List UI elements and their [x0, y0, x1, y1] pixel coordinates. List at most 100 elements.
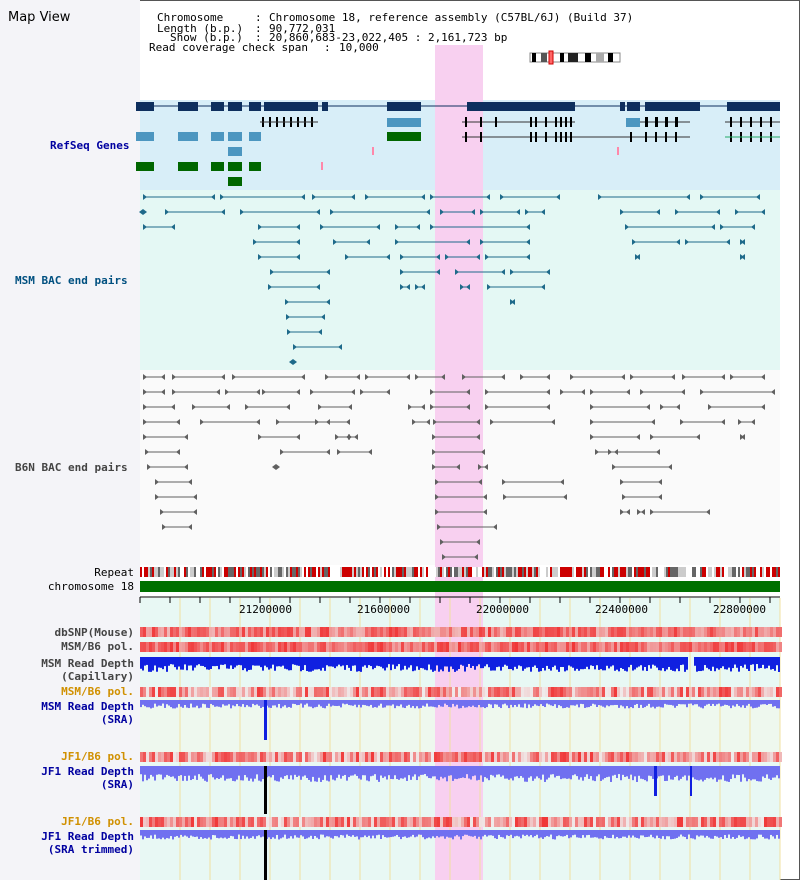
heat-strip-cell [347, 752, 350, 762]
heat-strip-cell [518, 752, 521, 762]
heat-strip-cell [758, 752, 761, 762]
repeat-mark [394, 567, 396, 577]
exon-mark [535, 132, 537, 142]
depth-bar [318, 766, 320, 778]
bac-end-marker [143, 404, 147, 410]
bac-end-marker [165, 209, 169, 215]
depth-bar [516, 700, 518, 707]
repeat-mark [334, 567, 336, 577]
repeat-mark [312, 567, 314, 577]
repeat-mark [344, 567, 346, 577]
heat-strip-cell [203, 817, 206, 827]
repeat-mark [166, 567, 168, 577]
jf1-trimmed-label[interactable]: JF1 Read Depth [41, 830, 134, 843]
heat-strip-cell [485, 642, 488, 652]
heat-strip-cell [779, 642, 782, 652]
repeat-mark [746, 567, 748, 577]
bac-end-marker [408, 404, 412, 410]
dbsnp-track-label[interactable]: dbSNP(Mouse) [54, 626, 134, 639]
repeat-mark [492, 567, 494, 577]
depth-bar [220, 657, 222, 665]
repeat-mark [156, 567, 158, 577]
depth-bar [744, 657, 746, 665]
heat-strip-cell [719, 642, 722, 652]
heat-strip-cell [491, 817, 494, 827]
heat-strip-cell [191, 687, 194, 697]
heat-strip-cell [470, 817, 473, 827]
depth-bar [288, 830, 290, 839]
depth-bar [420, 657, 422, 668]
heat-strip-cell [689, 627, 692, 637]
depth-bar [158, 700, 160, 706]
msm-depth-sra-label[interactable]: MSM Read Depth [41, 700, 134, 713]
depth-bar [742, 830, 744, 837]
depth-bar [504, 766, 506, 779]
repeat-mark [230, 567, 232, 577]
depth-bar [768, 657, 770, 666]
depth-bar [400, 657, 402, 671]
heat-strip-cell [194, 627, 197, 637]
heat-strip-cell [173, 752, 176, 762]
depth-bar [496, 830, 498, 839]
heat-strip-cell [623, 687, 626, 697]
heat-strip-cell [197, 817, 200, 827]
depth-bar [534, 830, 536, 837]
depth-bar [494, 830, 496, 839]
depth-bar [720, 766, 722, 780]
heat-strip-cell [248, 642, 251, 652]
depth-bar [226, 700, 228, 706]
depth-bar [748, 830, 750, 838]
repeat-mark [450, 567, 452, 577]
heat-strip-cell [632, 817, 635, 827]
depth-bar [482, 830, 484, 837]
depth-bar [522, 830, 524, 835]
heat-strip-cell [449, 817, 452, 827]
msm-pol-2-track-label[interactable]: MSM/B6 pol. [61, 685, 134, 698]
jf1-depth-label[interactable]: JF1 Read Depth [41, 765, 134, 778]
heat-strip-cell [254, 817, 257, 827]
depth-bar [224, 766, 226, 781]
repeat-track-label[interactable]: Repeat [94, 566, 134, 579]
depth-bar [600, 766, 602, 781]
msm-depth-capillary-label[interactable]: MSM Read Depth [41, 657, 134, 670]
heat-strip-cell [566, 627, 569, 637]
jf1-pol-1-track-label[interactable]: JF1/B6 pol. [61, 750, 134, 763]
heat-strip-cell [386, 627, 389, 637]
depth-bar [346, 766, 348, 781]
depth-bar [370, 766, 372, 777]
bac-end-marker [738, 419, 742, 425]
depth-bar [196, 830, 198, 837]
msm-bac-track-label[interactable]: MSM BAC end pairs [15, 274, 128, 287]
bac-end-marker [386, 389, 390, 395]
depth-bar [284, 766, 286, 777]
heat-strip-cell [146, 752, 149, 762]
bac-end-marker [741, 254, 745, 260]
depth-bar [544, 766, 546, 782]
chromosome-track-label[interactable]: chromosome 18 [47, 580, 134, 593]
heat-strip-cell [740, 627, 743, 637]
depth-bar [618, 830, 620, 839]
depth-bar [208, 700, 210, 708]
jf1-pol-2-track-label[interactable]: JF1/B6 pol. [61, 815, 134, 828]
selection-highlight [435, 45, 483, 880]
depth-bar [478, 700, 480, 705]
depth-bar [382, 766, 384, 778]
heat-strip-cell [542, 752, 545, 762]
depth-bar [380, 766, 382, 776]
depth-bar [672, 700, 674, 706]
depth-bar [746, 766, 748, 782]
heat-strip-cell [308, 817, 311, 827]
bac-end-marker [626, 389, 630, 395]
depth-bar [296, 657, 298, 666]
depth-bar [616, 766, 618, 779]
depth-bar [148, 657, 150, 672]
depth-bar [246, 657, 248, 672]
depth-bar [440, 657, 442, 670]
depth-bar [404, 766, 406, 778]
depth-bar [164, 657, 166, 667]
refseq-track-label[interactable]: RefSeq Genes [50, 139, 130, 152]
msm-pol-1-track-label[interactable]: MSM/B6 pol. [61, 640, 134, 653]
repeat-mark [350, 567, 352, 577]
b6n-bac-track-label[interactable]: B6N BAC end pairs [15, 461, 128, 474]
